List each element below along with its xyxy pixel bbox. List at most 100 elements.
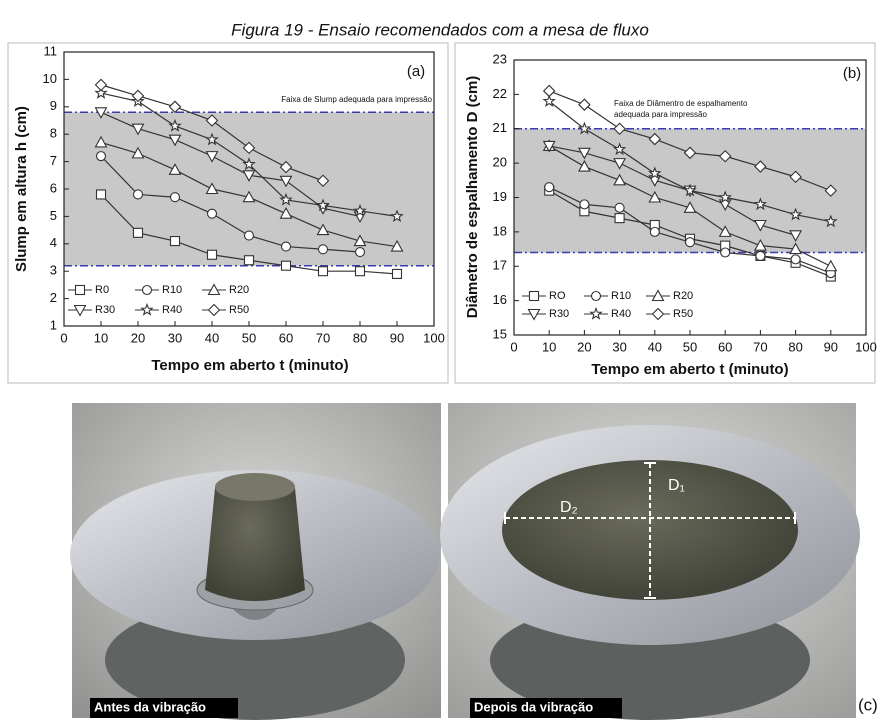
x-tick-label: 10 — [542, 339, 556, 354]
marker — [282, 261, 291, 270]
legend-label: R50 — [673, 308, 693, 320]
marker — [579, 99, 590, 110]
marker — [208, 250, 217, 259]
marker — [97, 190, 106, 199]
legend-label: R20 — [229, 284, 249, 296]
x-tick-label: 20 — [131, 330, 145, 345]
x-tick-label: 20 — [577, 339, 591, 354]
photo-left — [70, 403, 441, 720]
marker — [142, 305, 152, 315]
y-tick-label: 9 — [50, 98, 57, 113]
annotation: Faixa de Diâmentro de espalhamento — [614, 99, 748, 108]
y-tick-label: 10 — [43, 71, 57, 86]
figure: Figura 19 - Ensaio recomendados com a me… — [0, 0, 881, 726]
x-tick-label: 50 — [242, 330, 256, 345]
legend-label: R50 — [229, 304, 249, 316]
y-tick-label: 22 — [493, 86, 507, 101]
x-tick-label: 90 — [824, 339, 838, 354]
x-tick-label: 60 — [718, 339, 732, 354]
marker — [592, 292, 601, 301]
marker — [756, 251, 765, 260]
marker — [615, 203, 624, 212]
photo-label: Antes da vibração — [94, 699, 206, 714]
x-tick-label: 30 — [612, 339, 626, 354]
marker — [209, 305, 220, 316]
annotation: adequada para impressão — [614, 110, 708, 119]
y-tick-label: 5 — [50, 208, 57, 223]
marker — [653, 309, 664, 320]
y-axis-label: Diâmetro de espalhamento D (cm) — [464, 76, 481, 319]
x-tick-label: 50 — [683, 339, 697, 354]
y-tick-label: 7 — [50, 153, 57, 168]
marker — [530, 292, 539, 301]
annotation: Faixa de Slump adequada para impressão — [281, 95, 432, 104]
marker — [143, 286, 152, 295]
marker — [319, 267, 328, 276]
y-tick-label: 23 — [493, 51, 507, 66]
x-tick-label: 80 — [353, 330, 367, 345]
marker — [134, 228, 143, 237]
x-tick-label: 40 — [205, 330, 219, 345]
panel-label: (b) — [843, 65, 861, 82]
dimension-label: D₁ — [668, 477, 685, 494]
marker — [208, 209, 217, 218]
y-tick-label: 11 — [44, 43, 58, 58]
x-tick-label: 100 — [423, 330, 445, 345]
marker — [791, 255, 800, 264]
suitable-band — [64, 112, 434, 265]
x-axis-label: Tempo em aberto t (minuto) — [591, 361, 788, 378]
x-tick-label: 40 — [648, 339, 662, 354]
marker — [96, 79, 107, 90]
y-tick-label: 3 — [50, 263, 57, 278]
x-tick-label: 100 — [855, 339, 877, 354]
x-tick-label: 0 — [60, 330, 67, 345]
marker — [650, 227, 659, 236]
y-tick-label: 1 — [50, 317, 57, 332]
marker — [76, 286, 85, 295]
x-tick-label: 0 — [510, 339, 517, 354]
panel-label: (a) — [407, 63, 425, 80]
y-tick-label: 4 — [50, 235, 57, 250]
x-tick-label: 10 — [94, 330, 108, 345]
marker — [282, 242, 291, 251]
marker — [356, 248, 365, 257]
y-tick-label: 8 — [50, 126, 57, 141]
marker — [545, 183, 554, 192]
legend-label: R30 — [95, 304, 115, 316]
photo-label: Depois da vibração — [474, 699, 593, 714]
marker — [686, 238, 695, 247]
x-tick-label: 90 — [390, 330, 404, 345]
y-tick-label: 16 — [493, 292, 507, 307]
y-tick-label: 6 — [50, 180, 57, 195]
marker — [825, 261, 836, 271]
y-tick-label: 2 — [50, 290, 57, 305]
y-tick-label: 18 — [493, 223, 507, 238]
dimension-label: D₂ — [560, 499, 578, 516]
x-tick-label: 70 — [753, 339, 767, 354]
marker — [319, 245, 328, 254]
y-tick-label: 17 — [493, 258, 507, 273]
marker — [170, 101, 181, 112]
marker — [171, 237, 180, 246]
marker — [171, 193, 180, 202]
marker — [721, 248, 730, 257]
marker — [245, 231, 254, 240]
legend-label: R0 — [95, 284, 109, 296]
x-tick-label: 60 — [279, 330, 293, 345]
legend-label: R30 — [549, 308, 569, 320]
marker — [97, 152, 106, 161]
legend-label: R20 — [673, 290, 693, 302]
marker — [615, 214, 624, 223]
marker — [591, 309, 601, 319]
legend-label: R10 — [162, 284, 182, 296]
panel-label: (c) — [858, 695, 878, 714]
legend-label: RO — [549, 290, 566, 302]
figure-title: Figura 19 - Ensaio recomendados com a me… — [231, 20, 649, 39]
marker — [134, 190, 143, 199]
y-tick-label: 21 — [493, 120, 507, 135]
marker — [356, 267, 365, 276]
y-tick-label: 19 — [493, 189, 507, 204]
legend-label: R40 — [611, 308, 631, 320]
x-tick-label: 70 — [316, 330, 330, 345]
y-tick-label: 15 — [493, 326, 507, 341]
